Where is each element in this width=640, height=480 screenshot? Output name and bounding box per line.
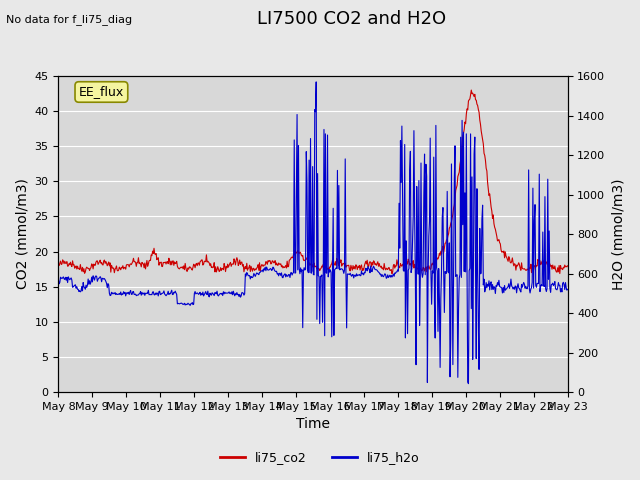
Text: LI7500 CO2 and H2O: LI7500 CO2 and H2O bbox=[257, 10, 447, 28]
Y-axis label: CO2 (mmol/m3): CO2 (mmol/m3) bbox=[15, 179, 29, 289]
Legend: li75_co2, li75_h2o: li75_co2, li75_h2o bbox=[215, 446, 425, 469]
Text: No data for f_li75_diag: No data for f_li75_diag bbox=[6, 14, 132, 25]
Text: EE_flux: EE_flux bbox=[79, 85, 124, 98]
X-axis label: Time: Time bbox=[296, 418, 330, 432]
Y-axis label: H2O (mmol/m3): H2O (mmol/m3) bbox=[611, 178, 625, 290]
